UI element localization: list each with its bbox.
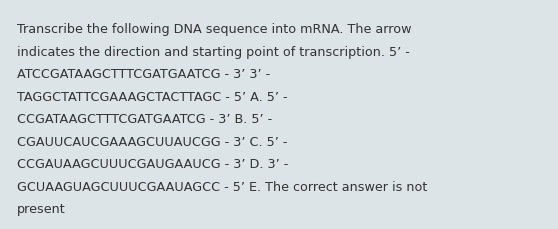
Text: CGAUUCAUCGAAAGCUUAUCGG - 3’ C. 5’ -: CGAUUCAUCGAAAGCUUAUCGG - 3’ C. 5’ - <box>17 135 287 148</box>
Text: present: present <box>17 202 65 215</box>
Text: Transcribe the following DNA sequence into mRNA. The arrow: Transcribe the following DNA sequence in… <box>17 23 411 36</box>
Text: CCGAUAAGCUUUCGAUGAAUCG - 3’ D. 3’ -: CCGAUAAGCUUUCGAUGAAUCG - 3’ D. 3’ - <box>17 158 288 171</box>
Text: ATCCGATAAGCTTTCGATGAATCG - 3’ 3’ -: ATCCGATAAGCTTTCGATGAATCG - 3’ 3’ - <box>17 68 270 81</box>
Text: GCUAAGUAGCUUUCGAAUAGCC - 5’ E. The correct answer is not: GCUAAGUAGCUUUCGAAUAGCC - 5’ E. The corre… <box>17 180 427 193</box>
Text: CCGATAAGCTTTCGATGAATCG - 3’ B. 5’ -: CCGATAAGCTTTCGATGAATCG - 3’ B. 5’ - <box>17 113 272 126</box>
Text: indicates the direction and starting point of transcription. 5’ -: indicates the direction and starting poi… <box>17 45 410 58</box>
Text: TAGGCTATTCGAAAGCTACTTAGC - 5’ A. 5’ -: TAGGCTATTCGAAAGCTACTTAGC - 5’ A. 5’ - <box>17 90 287 103</box>
